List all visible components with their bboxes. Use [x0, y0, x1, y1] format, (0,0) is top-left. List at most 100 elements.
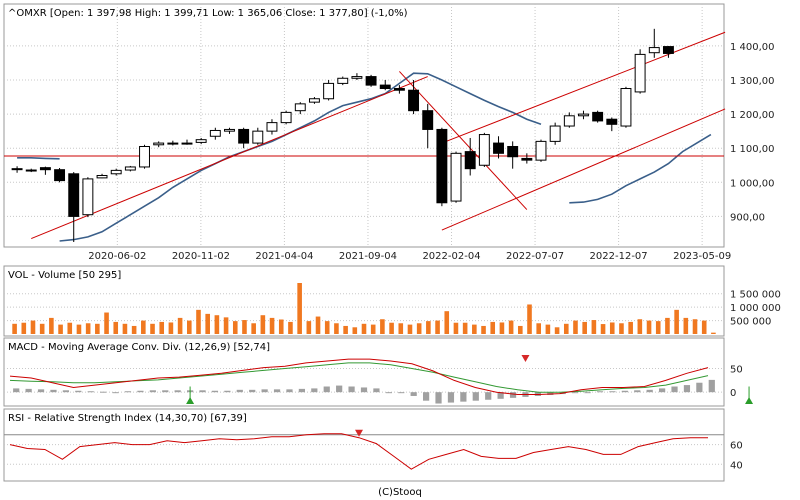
macd-line: [9, 358, 709, 395]
macd-histogram-bar: [224, 390, 231, 393]
rsi-y-tick-label: 60: [730, 441, 743, 452]
volume-bar: [85, 323, 91, 334]
volume-bar: [288, 321, 293, 334]
macd-histogram-bar: [410, 392, 417, 396]
rsi-y-tick-label: 40: [730, 460, 743, 471]
volume-bar: [269, 317, 275, 334]
candle-body: [563, 115, 575, 127]
volume-bars: [12, 283, 716, 334]
volume-bar: [223, 317, 229, 334]
volume-bar: [214, 315, 220, 334]
volume-bar: [554, 327, 560, 334]
volume-frame: [3, 265, 725, 337]
macd-histogram-bar: [708, 379, 715, 393]
rsi-title: RSI - Relative Strength Index (14,30,70)…: [8, 413, 247, 424]
macd-histogram-bar: [509, 392, 517, 398]
volume-bar: [453, 322, 459, 334]
macd-histogram-bar: [472, 392, 479, 401]
rsi-panel: RSI - Relative Strength Index (14,30,70)…: [3, 408, 743, 482]
rsi-y-axis: 60 40: [730, 441, 743, 472]
candle-body: [464, 151, 476, 170]
macd-histogram-bar: [298, 388, 305, 393]
volume-bar: [168, 322, 174, 334]
candle-body: [351, 76, 363, 79]
price-x-tick-label: 2023-05-09: [673, 251, 731, 262]
volume-bar: [701, 320, 707, 334]
volume-bar: [490, 321, 496, 334]
candle-body: [422, 110, 434, 130]
candle-body: [436, 128, 448, 204]
candle-body: [153, 142, 165, 146]
macd-histogram-bar: [485, 392, 492, 400]
rsi-line: [9, 433, 708, 470]
price-x-tick-label: 2020-11-02: [172, 251, 230, 262]
candle-body: [224, 128, 235, 132]
volume-bar: [389, 322, 394, 334]
macd-histogram-bar: [360, 387, 368, 393]
macd-histogram-bar: [696, 382, 703, 393]
candle-body: [493, 142, 504, 154]
trend-line: [399, 71, 528, 210]
trend-line: [31, 76, 428, 240]
candle-body: [68, 173, 80, 217]
candle-body: [124, 166, 136, 171]
volume-bar: [637, 319, 643, 334]
volume-bar: [407, 324, 413, 334]
volume-y-tick-label: 1 500 000: [730, 290, 781, 301]
volume-bar: [49, 317, 54, 334]
volume-bar: [545, 324, 551, 334]
candle-body: [252, 130, 264, 144]
macd-histogram-bar: [423, 392, 430, 401]
macd-histogram-bar: [336, 385, 343, 393]
trend-line: [441, 108, 726, 231]
candle-body: [308, 98, 320, 103]
volume-bar: [398, 323, 404, 334]
volume-title: VOL - Volume [50 295]: [8, 270, 121, 281]
rsi-sell-arrow-icon: [355, 429, 363, 437]
volume-bar: [251, 323, 256, 334]
volume-bar: [315, 316, 321, 334]
price-x-tick-label: 2022-02-04: [422, 251, 480, 262]
volume-bar: [472, 324, 477, 334]
volume-bar: [39, 323, 45, 334]
volume-bar: [508, 320, 514, 334]
volume-bar: [334, 323, 339, 334]
volume-bar: [711, 332, 716, 334]
macd-y-tick-label: 0: [730, 388, 736, 399]
candle-body: [521, 157, 533, 161]
macd-histogram-bar: [447, 392, 455, 403]
macd-histogram-bar: [124, 391, 132, 393]
macd-histogram-bar: [572, 392, 579, 394]
volume-bar: [683, 317, 689, 334]
volume-bar: [499, 322, 505, 334]
volume-bar: [692, 319, 698, 334]
macd-histogram-bar: [286, 389, 293, 393]
price-y-tick-label: 1 300,00: [730, 76, 775, 87]
candle-body: [393, 88, 405, 91]
macd-histogram-bar: [25, 388, 32, 393]
volume-bar: [646, 320, 652, 334]
price-x-axis: 2020-06-02 2020-11-02 2021-04-04 2021-09-04…: [88, 251, 731, 262]
price-x-tick-label: 2022-07-07: [506, 251, 564, 262]
macd-histogram-bar: [174, 390, 181, 393]
moving-average: [17, 72, 712, 242]
volume-bar: [122, 323, 128, 334]
candle-body: [535, 140, 547, 161]
volume-bar: [232, 321, 238, 334]
macd-histogram-bar: [137, 390, 144, 393]
macd-histogram-bar: [75, 390, 82, 393]
rsi-markers: [355, 429, 363, 437]
candle-body: [592, 111, 604, 122]
macd-histogram-bar: [311, 388, 318, 393]
price-x-tick-label: 2020-06-02: [88, 251, 146, 262]
price-panel: ^OMXR [Open: 1 397,98 High: 1 399,71 Low…: [3, 3, 775, 262]
volume-bar: [205, 313, 210, 334]
candlesticks: [11, 28, 674, 242]
volume-bar: [260, 315, 266, 334]
volume-bar: [177, 317, 183, 334]
macd-histogram-bar: [249, 389, 256, 393]
volume-bar: [481, 325, 486, 334]
candle-body: [294, 103, 306, 112]
volume-bar: [536, 323, 541, 334]
candle-body: [195, 139, 207, 143]
